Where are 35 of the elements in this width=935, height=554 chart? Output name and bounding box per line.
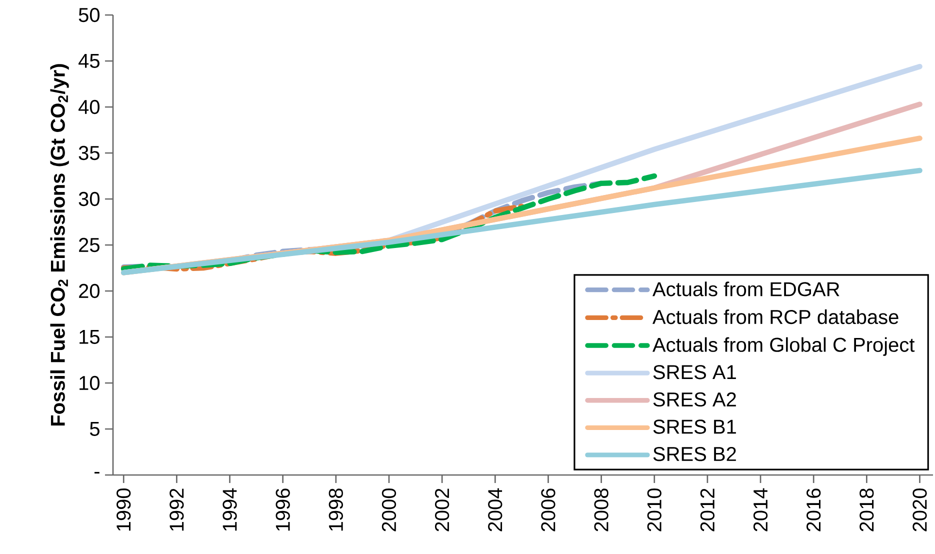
x-tick-label: 2016 xyxy=(806,488,821,532)
x-tick-label: 2006 xyxy=(541,488,556,532)
y-tick-label: - xyxy=(94,472,100,474)
x-tick-label: 2020 xyxy=(912,488,927,532)
x-tick-label: 2000 xyxy=(382,488,396,532)
y-tick-label: 30 xyxy=(78,192,100,206)
legend-label: Actuals from Global C Project xyxy=(652,337,915,356)
x-tick-label: 2018 xyxy=(860,488,874,532)
y-tick-label: 15 xyxy=(80,330,100,344)
x-tick-label: 2002 xyxy=(434,488,450,532)
y-tick-label: 45 xyxy=(78,54,100,68)
legend-label: Actuals from RCP database xyxy=(652,309,898,324)
y-tick-label: 40 xyxy=(78,100,100,114)
legend-label: SRES B1 xyxy=(653,420,736,434)
x-tick-label: 1996 xyxy=(276,488,290,531)
legend-label: Actuals from EDGAR xyxy=(652,282,840,296)
x-tick-label: 2008 xyxy=(594,488,608,532)
x-tick-label: 1994 xyxy=(222,488,237,531)
y-tick-label: 5 xyxy=(90,422,100,436)
y-tick-label: 25 xyxy=(79,238,100,252)
legend-label: SRES B2 xyxy=(653,446,736,462)
x-tick-label: 2012 xyxy=(700,488,715,532)
y-tick-label: 35 xyxy=(78,146,100,160)
legend-label: SRES A1 xyxy=(653,365,736,380)
x-tick-label: 1992 xyxy=(170,488,184,531)
x-tick-label: 2010 xyxy=(647,488,662,532)
x-tick-label: 1990 xyxy=(116,488,131,531)
y-axis-title: Fossil Fuel CO$_{2}$ Emissions (Gt CO$_{2}$/yr) xyxy=(50,64,69,426)
y-tick-label: 50 xyxy=(78,8,100,22)
y-tick-label: 10 xyxy=(80,376,100,390)
y-tick-label: 20 xyxy=(79,284,100,298)
x-tick-label: 1998 xyxy=(328,488,343,531)
x-tick-label: 2004 xyxy=(488,488,502,532)
x-tick-label: 2014 xyxy=(753,488,768,532)
legend-label: SRES A2 xyxy=(653,392,736,407)
